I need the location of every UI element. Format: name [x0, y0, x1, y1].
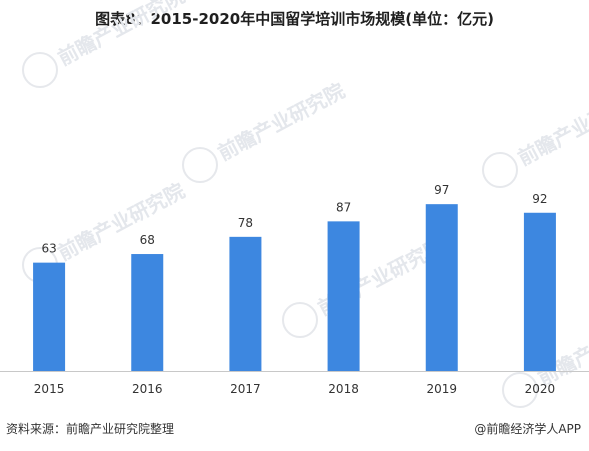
watermark-logo [22, 52, 58, 88]
x-tick-label-2018: 2018 [328, 382, 359, 396]
watermark-logo [182, 147, 218, 183]
watermark-text: 前瞻产业研究院 [54, 178, 189, 265]
watermark-logo [482, 152, 518, 188]
watermark-logo [502, 372, 538, 408]
data-label-2020: 92 [532, 192, 547, 206]
x-tick-label-2020: 2020 [525, 382, 556, 396]
x-tick-label-2019: 2019 [426, 382, 457, 396]
data-label-2016: 68 [140, 233, 155, 247]
source-note: 资料来源：前瞻产业研究院整理 [6, 422, 175, 436]
data-label-2018: 87 [336, 200, 351, 214]
data-label-2015: 63 [41, 242, 56, 256]
watermark-text: 前瞻产业研究院 [54, 0, 189, 70]
x-tick-label-2015: 2015 [34, 382, 65, 396]
watermark-logo [282, 302, 318, 338]
bars-group [33, 204, 556, 371]
bar-2020 [523, 212, 556, 371]
x-tick-label-2016: 2016 [132, 382, 163, 396]
bar-2018 [327, 221, 360, 371]
chart-title: 图表8：2015-2020年中国留学培训市场规模(单位：亿元) [95, 10, 494, 28]
watermark-text: 前瞻产业研究院 [214, 78, 349, 165]
watermark-text: 前瞻产业研究院 [514, 83, 589, 170]
x-tick-label-2017: 2017 [230, 382, 261, 396]
bar-2017 [229, 236, 262, 371]
bar-2019 [425, 204, 458, 371]
bar-2016 [131, 254, 164, 371]
data-label-2019: 97 [434, 183, 449, 197]
data-label-2017: 78 [238, 216, 253, 230]
labels-group: 63 2015 68 2016 78 2017 87 2018 97 2019 92 2020 [34, 183, 555, 396]
bar-2015 [33, 262, 66, 371]
credit-note: @前瞻经济学人APP [474, 422, 581, 436]
